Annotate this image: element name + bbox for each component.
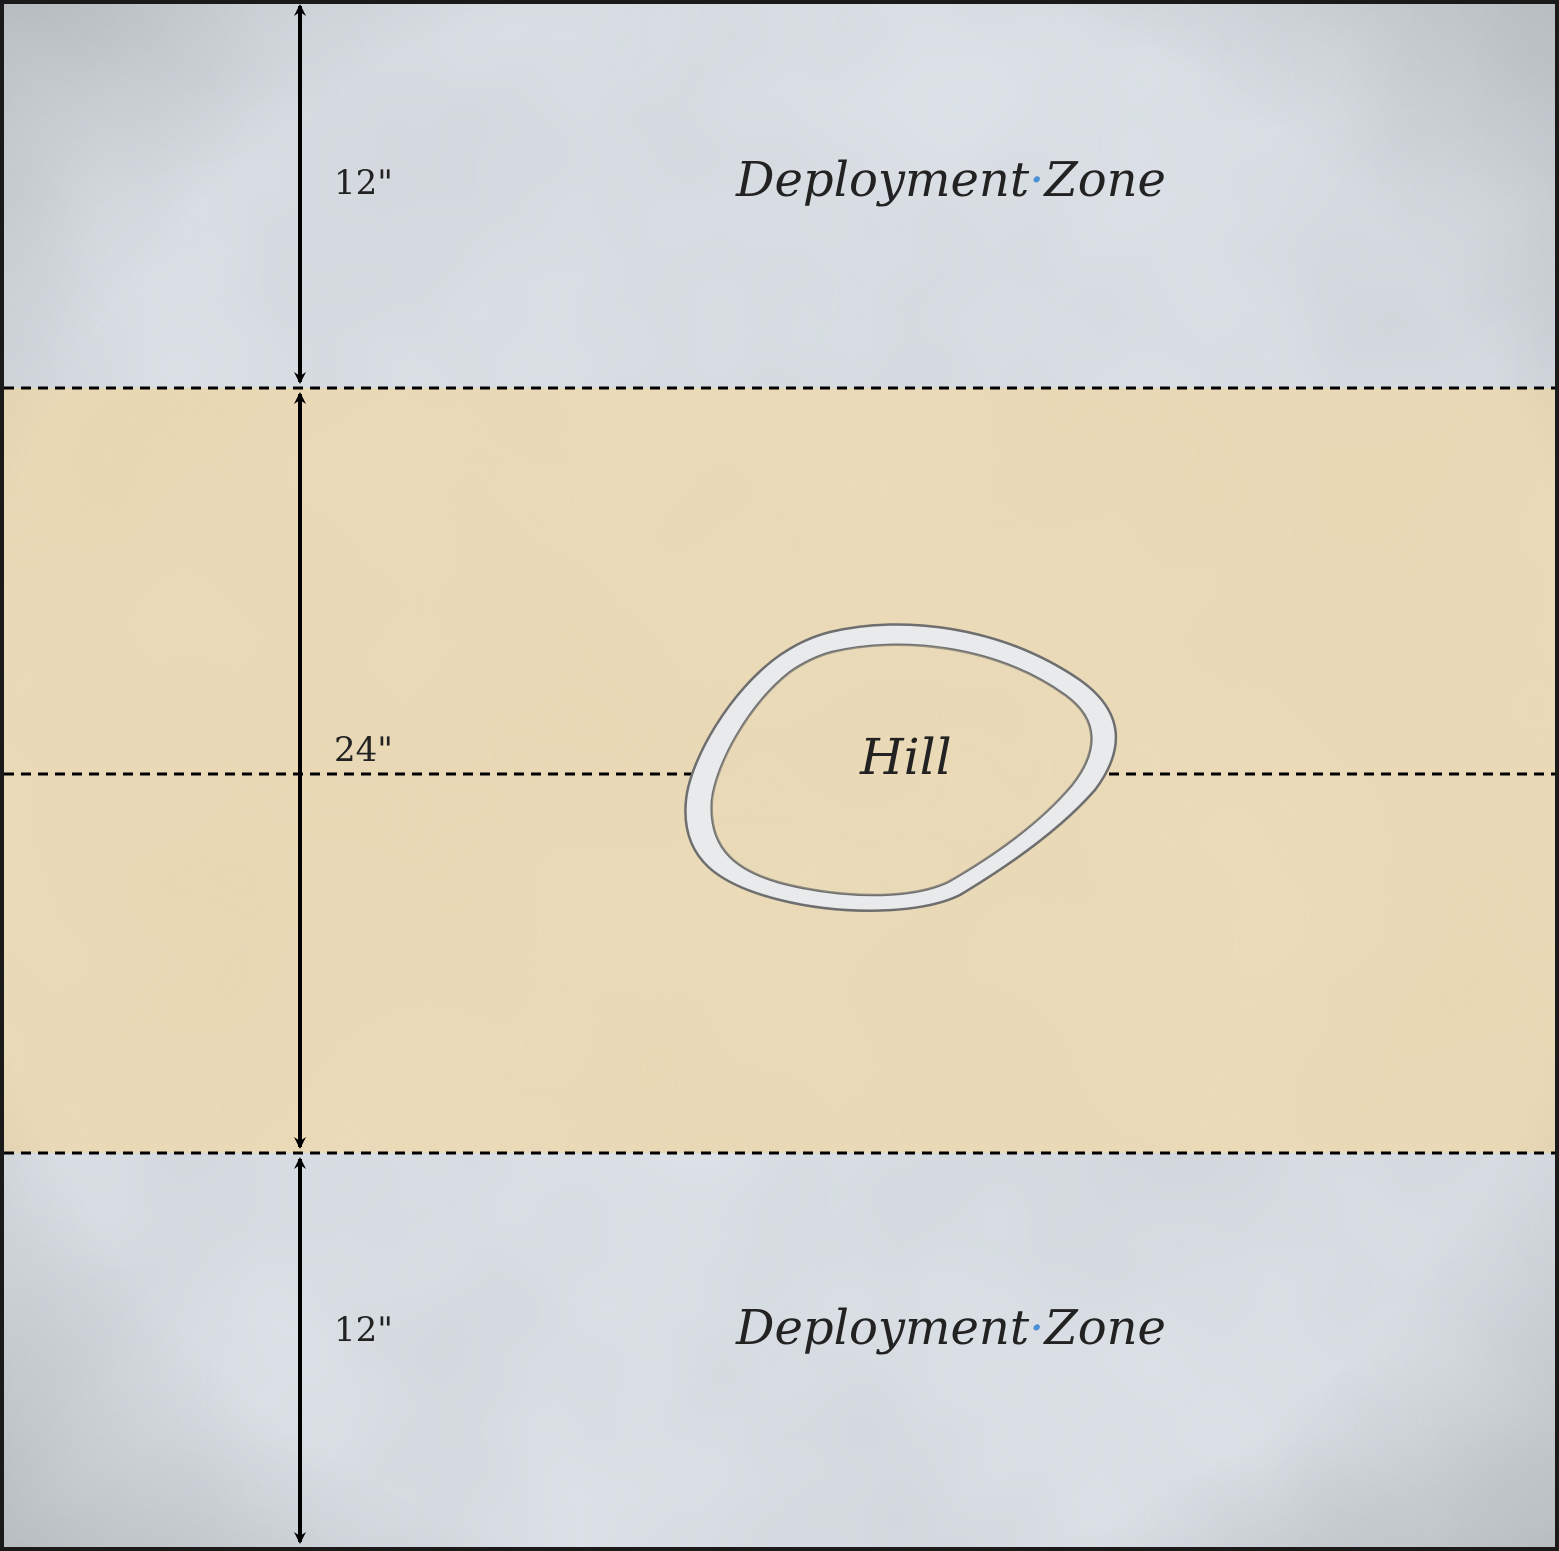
top-zone-depth-label: 12" — [334, 163, 393, 203]
hill-label: Hill — [860, 728, 952, 786]
hill-terrain — [684, 623, 1118, 912]
bottom-deployment-zone-title: Deployment·Zone — [736, 1300, 1166, 1356]
bottom-zone-depth-label: 12" — [334, 1310, 393, 1350]
top-deployment-zone-title: Deployment·Zone — [736, 152, 1166, 208]
separator-dot: · — [1029, 152, 1045, 208]
separator-dot: · — [1029, 1300, 1045, 1356]
middle-depth-label: 24" — [334, 730, 393, 770]
